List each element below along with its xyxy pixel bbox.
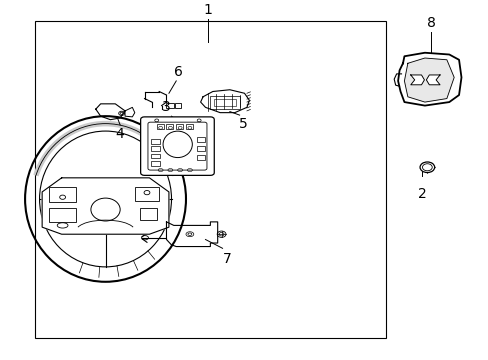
- Bar: [176, 124, 183, 129]
- Bar: [196, 146, 205, 151]
- Text: 5: 5: [238, 117, 247, 131]
- Bar: [35, 21, 385, 338]
- Bar: [185, 124, 192, 129]
- Bar: [165, 103, 174, 108]
- FancyBboxPatch shape: [148, 122, 206, 170]
- Bar: [140, 208, 157, 220]
- Bar: [49, 208, 76, 222]
- Polygon shape: [404, 58, 453, 102]
- Polygon shape: [410, 75, 424, 85]
- Ellipse shape: [419, 162, 434, 172]
- Bar: [210, 96, 239, 109]
- Bar: [49, 186, 76, 202]
- Text: 8: 8: [426, 16, 435, 30]
- Polygon shape: [42, 178, 168, 234]
- Text: 7: 7: [223, 252, 231, 266]
- Text: 4: 4: [116, 127, 124, 141]
- Bar: [166, 124, 173, 129]
- Polygon shape: [397, 53, 461, 105]
- Bar: [151, 153, 159, 158]
- Polygon shape: [426, 75, 439, 85]
- Bar: [157, 124, 163, 129]
- Polygon shape: [125, 107, 135, 117]
- Text: 6: 6: [174, 65, 183, 79]
- Polygon shape: [96, 104, 125, 120]
- Bar: [174, 103, 180, 108]
- Bar: [135, 186, 159, 201]
- Text: 3: 3: [162, 100, 170, 114]
- Polygon shape: [166, 222, 217, 247]
- Ellipse shape: [163, 131, 192, 158]
- Bar: [196, 154, 205, 159]
- Bar: [151, 146, 159, 151]
- Text: 2: 2: [417, 186, 426, 201]
- Text: 1: 1: [203, 3, 212, 17]
- Bar: [214, 99, 235, 106]
- Bar: [151, 139, 159, 144]
- Bar: [151, 161, 159, 166]
- FancyBboxPatch shape: [141, 117, 214, 175]
- Polygon shape: [200, 90, 249, 113]
- Bar: [196, 137, 205, 142]
